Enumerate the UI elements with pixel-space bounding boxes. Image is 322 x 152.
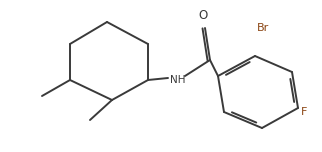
Text: O: O [198, 9, 208, 22]
Text: F: F [301, 107, 307, 117]
Text: NH: NH [170, 75, 185, 85]
Text: Br: Br [257, 23, 269, 33]
